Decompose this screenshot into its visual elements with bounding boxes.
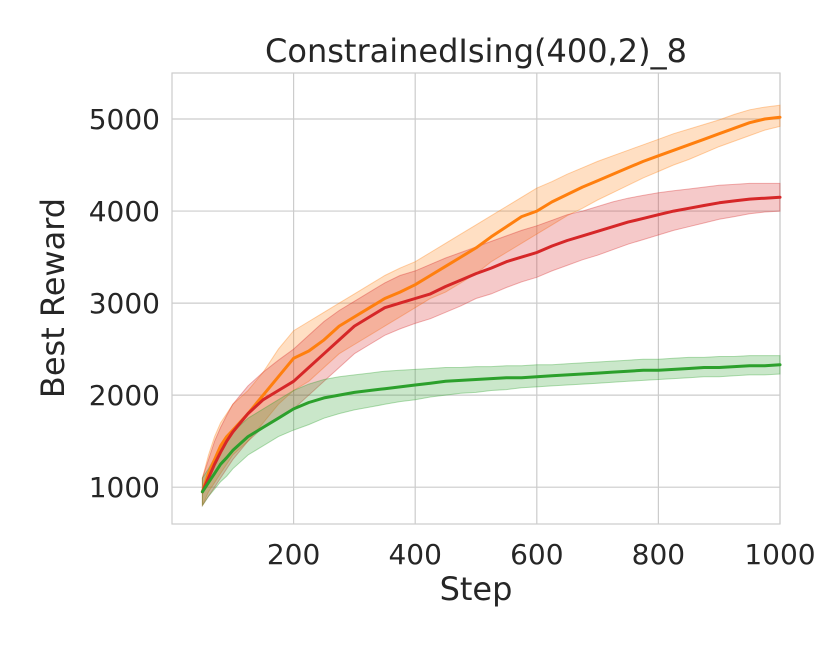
- x-axis-label: Step: [440, 570, 513, 608]
- y-axis-label: Best Reward: [34, 198, 72, 398]
- y-tick-label: 2000: [89, 379, 160, 412]
- series-line-orange: [200, 115, 782, 494]
- y-tick-label: 4000: [89, 195, 160, 228]
- series-lines: [200, 115, 782, 494]
- chart-title: ConstrainedIsing(400,2)_8: [265, 32, 687, 70]
- x-tick-label: 400: [388, 538, 441, 571]
- y-tick-label: 1000: [89, 471, 160, 504]
- x-tick-label: 600: [510, 538, 563, 571]
- x-tick-labels: 200 400 600 800 1000: [267, 538, 816, 571]
- x-tick-label: 200: [267, 538, 320, 571]
- y-tick-label: 3000: [89, 287, 160, 320]
- series-line-green: [200, 363, 782, 494]
- y-tick-labels: 1000 2000 3000 4000 5000: [89, 103, 160, 504]
- series-line-red: [200, 195, 782, 494]
- x-tick-label: 800: [632, 538, 685, 571]
- y-tick-label: 5000: [89, 103, 160, 136]
- series-band-orange: [201, 104, 781, 506]
- x-tick-label: 1000: [744, 538, 815, 571]
